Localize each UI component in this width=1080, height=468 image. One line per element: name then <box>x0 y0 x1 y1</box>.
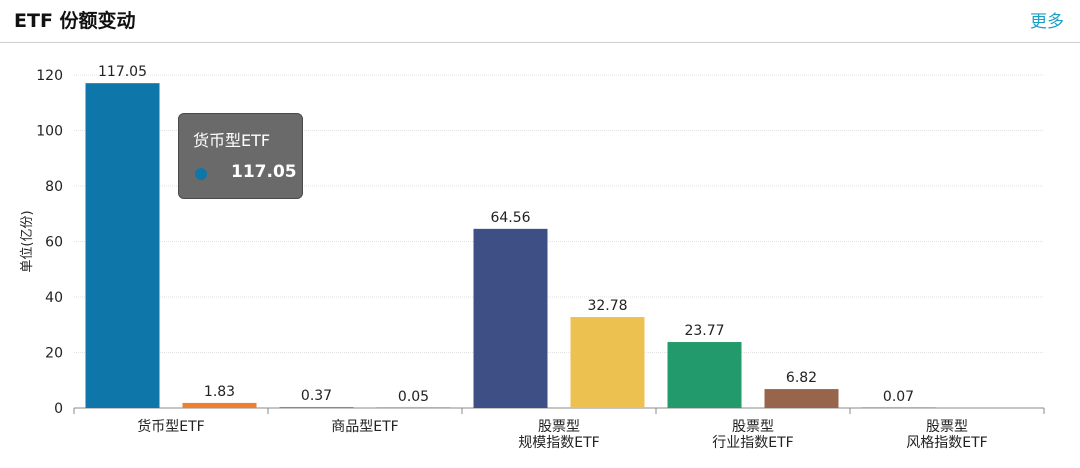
page-title: ETF 份额变动 <box>14 10 136 32</box>
data-label: 0.05 <box>398 389 429 405</box>
more-link[interactable]: 更多 <box>1030 12 1064 32</box>
y-tick-label: 120 <box>36 68 63 84</box>
bar <box>764 389 839 408</box>
y-tick-label: 80 <box>45 179 63 195</box>
y-tick-label: 100 <box>36 124 63 140</box>
data-label: 32.78 <box>587 298 627 314</box>
tooltip-series-dot <box>195 168 207 180</box>
x-tick-label: 商品型ETF <box>331 419 398 435</box>
x-tick-label: 货币型ETF <box>137 418 204 435</box>
y-tick-label: 20 <box>45 346 63 362</box>
data-label: 117.05 <box>98 64 147 80</box>
y-tick-label: 40 <box>45 290 63 306</box>
tooltip-category: 货币型ETF <box>193 131 271 150</box>
x-tick-label: 风格指数ETF <box>906 435 987 451</box>
data-label: 6.82 <box>786 370 817 386</box>
data-label: 0.37 <box>301 388 332 404</box>
y-tick-label: 0 <box>54 401 63 417</box>
x-tick-label: 股票型 <box>926 419 968 435</box>
bar <box>376 407 451 408</box>
bar <box>473 228 548 408</box>
bar <box>85 83 160 408</box>
bar <box>182 402 257 408</box>
tooltip-value: 117.05 <box>231 162 297 182</box>
x-tick-label: 行业指数ETF <box>712 435 793 451</box>
y-axis-label: 单位(亿份) <box>20 210 35 272</box>
y-tick-label: 60 <box>45 235 63 251</box>
data-label: 1.83 <box>204 384 235 400</box>
data-label: 23.77 <box>684 323 724 339</box>
x-tick-label: 股票型 <box>538 419 580 435</box>
bar <box>279 406 354 408</box>
chart-tooltip: 货币型ETF 117.05 <box>178 113 303 199</box>
x-tick-label: 股票型 <box>732 419 774 435</box>
x-tick-label: 规模指数ETF <box>518 435 599 451</box>
data-label: 0.07 <box>883 389 914 405</box>
bar <box>861 407 936 408</box>
data-label: 64.56 <box>490 210 530 226</box>
bar <box>570 317 645 408</box>
bar <box>667 342 742 408</box>
header: ETF 份额变动 更多 <box>0 0 1080 43</box>
